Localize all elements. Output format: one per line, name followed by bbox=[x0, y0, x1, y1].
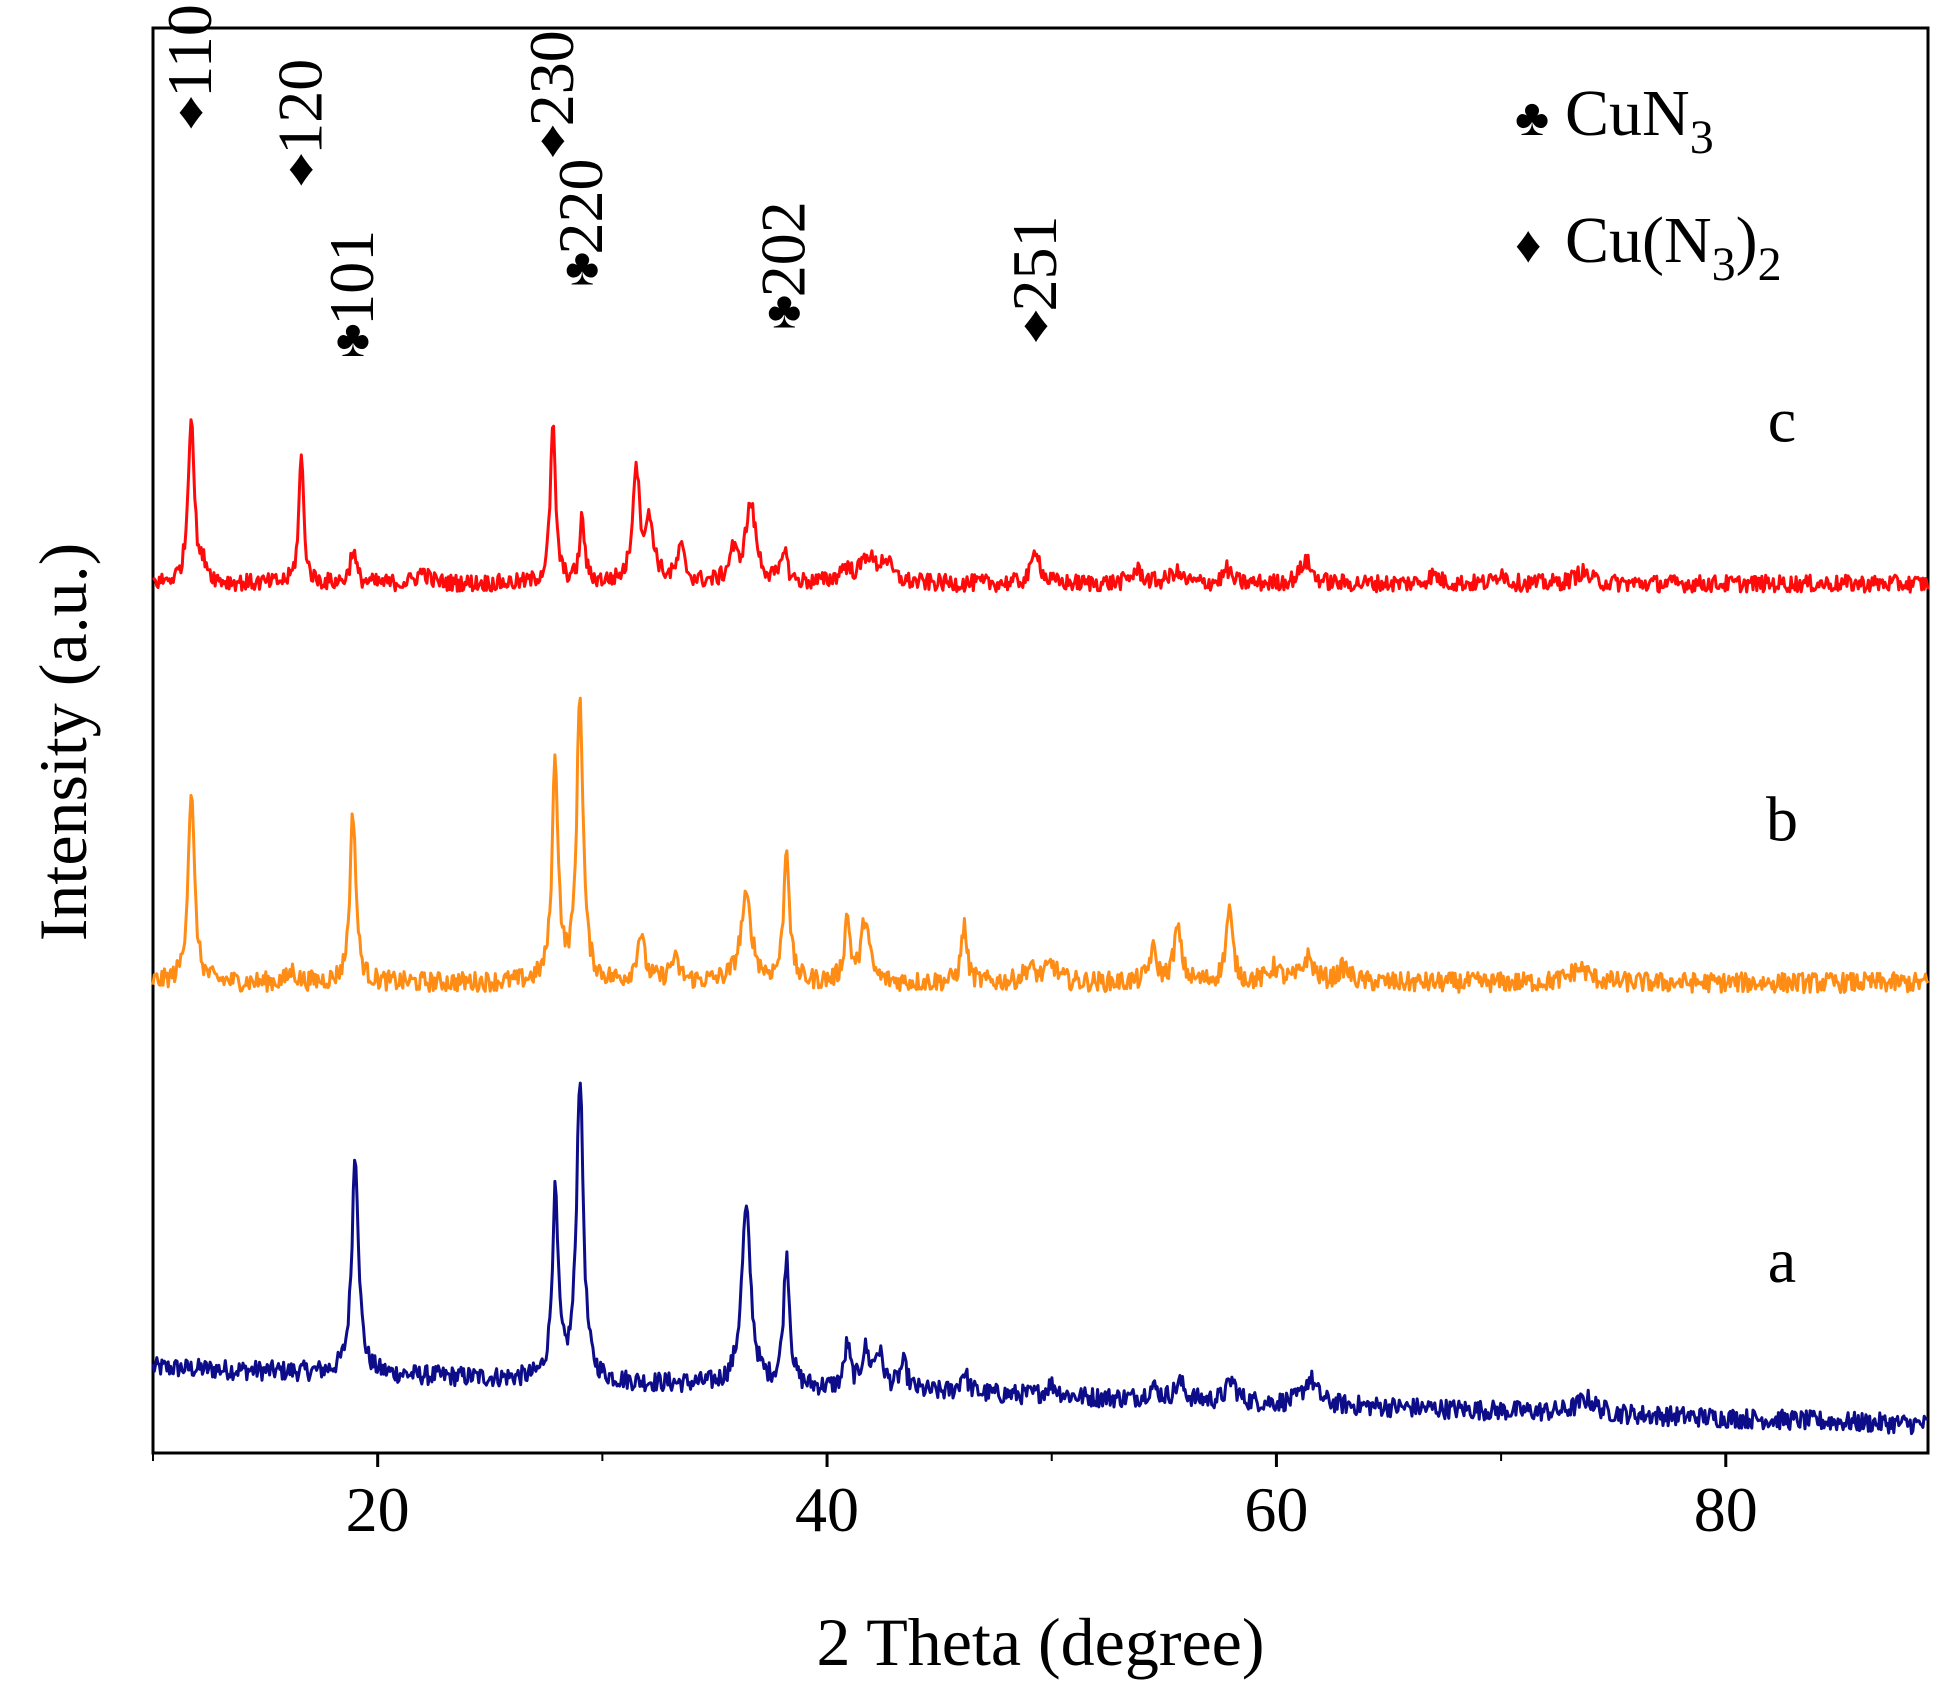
peak-hkl-202: 202 bbox=[747, 201, 818, 297]
peak-annotation-202: ♣202 bbox=[747, 201, 818, 339]
peak-marker-101: ♣ bbox=[336, 311, 370, 368]
peak-marker-220: ♣ bbox=[565, 240, 599, 297]
x-tick-label-60: 60 bbox=[1244, 1474, 1308, 1545]
legend: ♣ CuN3 ♦ Cu(N3)2 bbox=[1515, 77, 1782, 291]
x-tick-label-80: 80 bbox=[1694, 1474, 1758, 1545]
series-b-line bbox=[151, 696, 1930, 995]
series-layer: a b c bbox=[151, 384, 1930, 1436]
legend-entry-1: ♦ Cu(N3)2 bbox=[1515, 204, 1782, 291]
series-a-label: a bbox=[1768, 1225, 1796, 1296]
peak-marker-251: ♦ bbox=[1023, 297, 1050, 354]
series-b-label: b bbox=[1766, 783, 1798, 854]
legend-label: CuN3 bbox=[1565, 77, 1714, 164]
peak-annotation-101: ♣101 bbox=[316, 230, 387, 368]
peak-hkl-251: 251 bbox=[999, 216, 1070, 312]
peak-hkl-101: 101 bbox=[316, 230, 387, 326]
series-c-label: c bbox=[1768, 384, 1796, 455]
x-tick-label-40: 40 bbox=[795, 1474, 859, 1545]
legend-marker: ♦ bbox=[1515, 217, 1542, 274]
legend-label: Cu(N3)2 bbox=[1565, 204, 1782, 291]
x-tick-label-20: 20 bbox=[346, 1474, 410, 1545]
peak-annotation-251: ♦251 bbox=[999, 216, 1070, 354]
legend-marker: ♣ bbox=[1515, 90, 1549, 147]
peak-marker-110: ♦ bbox=[178, 83, 205, 140]
peak-marker-202: ♣ bbox=[767, 282, 801, 339]
peak-annotation-120: ♦120 bbox=[264, 59, 335, 197]
peak-hkl-110: 110 bbox=[154, 4, 225, 98]
peak-annotation-110: ♦110 bbox=[154, 4, 225, 140]
peak-annotation-220: ♣220 bbox=[545, 159, 616, 297]
peak-marker-120: ♦ bbox=[288, 140, 315, 197]
series-a-line bbox=[151, 1081, 1929, 1436]
x-axis: 20 40 60 80 bbox=[152, 1453, 1758, 1545]
x-axis-title: 2 Theta (degree) bbox=[816, 1604, 1264, 1680]
peak-annotations: ♦110♦120♣101♦230♣220♣202♦251 bbox=[154, 4, 1070, 368]
plot-frame bbox=[151, 26, 1930, 1455]
peak-annotation-230: ♦230 bbox=[516, 30, 587, 168]
peak-marker-230: ♦ bbox=[540, 111, 567, 168]
peak-hkl-230: 230 bbox=[516, 30, 587, 126]
series-c-line bbox=[152, 418, 1930, 594]
legend-entry-0: ♣ CuN3 bbox=[1515, 77, 1714, 164]
plot-area: abc ♦110♦120♣101♦230♣220♣202♦251 bbox=[151, 4, 1930, 1455]
peak-hkl-220: 220 bbox=[545, 159, 616, 255]
y-axis-title: Intensity (a.u.) bbox=[25, 543, 101, 941]
peak-hkl-120: 120 bbox=[264, 59, 335, 155]
